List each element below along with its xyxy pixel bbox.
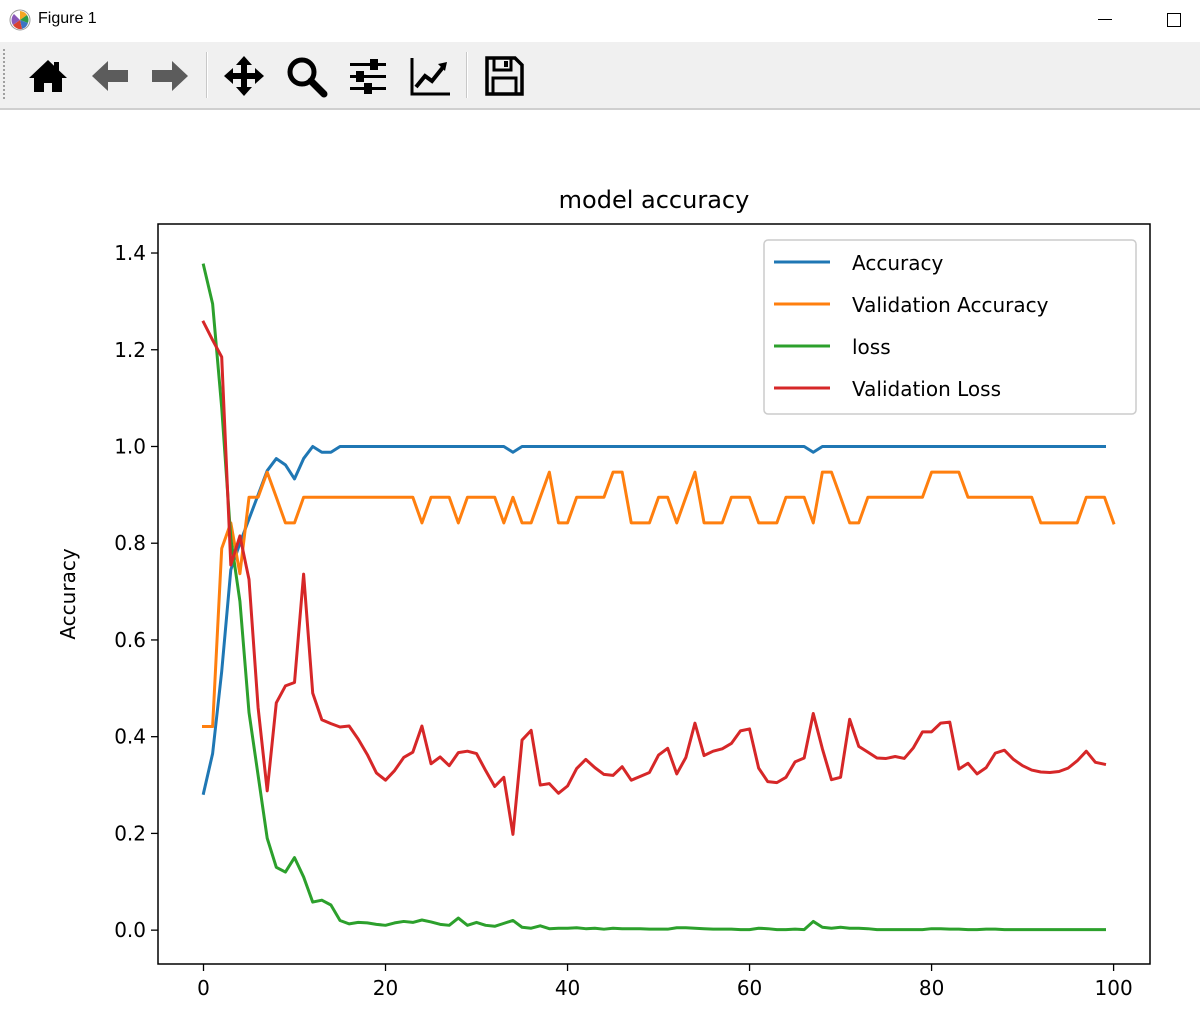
series-line-2	[202, 470, 1116, 729]
matplotlib-logo-icon	[9, 9, 31, 31]
series-line-1	[201, 444, 1106, 796]
line-chart-icon	[410, 58, 450, 96]
forward-button[interactable]	[144, 48, 196, 104]
back-button[interactable]	[84, 48, 136, 104]
sliders-icon	[350, 59, 386, 94]
zoom-icon	[287, 57, 328, 98]
y-tick-label: 1.2	[114, 338, 146, 362]
y-tick-label: 0.8	[114, 531, 146, 555]
chart-title: model accuracy	[559, 186, 750, 214]
y-tick-label: 1.0	[114, 434, 146, 458]
home-icon	[29, 60, 67, 92]
legend-label-2: Validation Accuracy	[852, 293, 1049, 317]
pan-button[interactable]	[218, 48, 270, 104]
window-titlebar: Figure 1	[0, 0, 1200, 42]
customize-button[interactable]	[404, 48, 456, 104]
y-axis-label: Accuracy	[56, 548, 80, 639]
arrow-left-icon	[92, 61, 128, 91]
series-line-4	[201, 320, 1107, 836]
x-tick-label: 20	[373, 976, 398, 1000]
x-tick-label: 80	[919, 976, 944, 1000]
line-chart: model accuracy Accuracy 0 20 40 60 80 100 0.0 0.2…	[56, 186, 1151, 1000]
subplots-button[interactable]	[342, 48, 394, 104]
legend-label-3: loss	[852, 335, 891, 359]
home-button[interactable]	[22, 48, 74, 104]
legend-box	[763, 239, 1137, 415]
move-icon	[224, 56, 264, 96]
y-tick-label: 0.4	[114, 725, 146, 749]
figure-canvas: model accuracy Accuracy 0 20 40 60 80 100 0.0 0.2…	[0, 110, 1200, 1016]
navigation-toolbar	[0, 42, 1200, 110]
zoom-button[interactable]	[280, 48, 332, 104]
minimize-button[interactable]	[1088, 2, 1122, 36]
legend-label-4: Validation Loss	[852, 377, 1001, 401]
plot-frame	[157, 223, 1151, 965]
series-line-3	[201, 263, 1106, 932]
toolbar-grip[interactable]	[2, 48, 6, 100]
y-tick-label: 0.0	[114, 918, 146, 942]
window-title: Figure 1	[38, 10, 97, 27]
floppy-disk-icon	[485, 56, 524, 96]
y-tick-label: 0.6	[114, 628, 146, 652]
toolbar-separator	[206, 52, 208, 98]
save-button[interactable]	[478, 48, 530, 104]
x-tick-label: 0	[197, 976, 210, 1000]
legend-label-1: Accuracy	[852, 251, 943, 275]
x-tick-label: 60	[737, 976, 762, 1000]
x-tick-label: 40	[555, 976, 580, 1000]
toolbar-separator	[466, 52, 468, 98]
x-tick-label: 100	[1095, 976, 1133, 1000]
maximize-button[interactable]	[1158, 2, 1192, 36]
arrow-right-icon	[152, 61, 188, 91]
y-tick-label: 0.2	[114, 821, 146, 845]
y-tick-label: 1.4	[114, 241, 146, 265]
